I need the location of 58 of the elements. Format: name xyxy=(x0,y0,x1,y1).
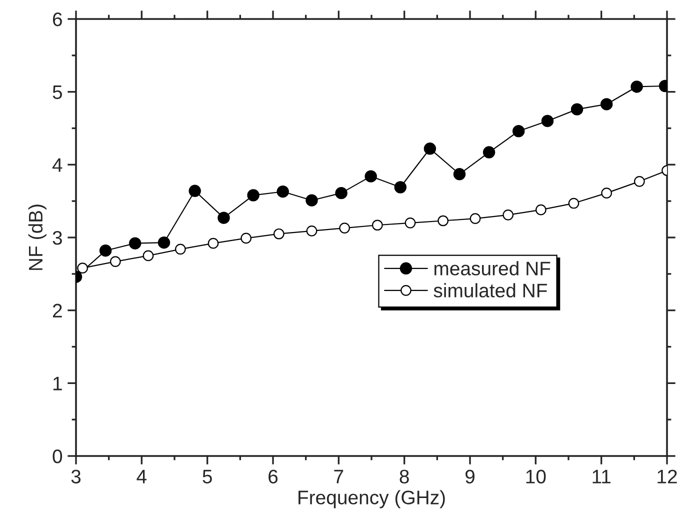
point xyxy=(570,103,584,116)
y-tick-label: 5 xyxy=(52,86,62,100)
y-axis-title: NF (dB) xyxy=(28,204,46,270)
x-tick-label: 6 xyxy=(268,470,278,484)
point xyxy=(306,194,318,206)
point xyxy=(208,238,219,249)
point xyxy=(77,262,88,274)
x-tick-label: 7 xyxy=(334,470,344,484)
point xyxy=(128,237,142,250)
point xyxy=(273,228,284,240)
x-tick-label: 11 xyxy=(592,470,610,484)
point xyxy=(502,210,514,220)
point xyxy=(276,186,289,198)
point xyxy=(218,212,230,224)
point xyxy=(634,176,645,187)
point xyxy=(364,170,377,182)
point xyxy=(438,215,448,226)
point xyxy=(158,236,170,249)
y-tick-label: 2 xyxy=(52,304,62,318)
x-tick-label: 3 xyxy=(71,470,81,484)
point xyxy=(339,222,350,234)
point xyxy=(512,125,525,138)
y-tick-label: 3 xyxy=(52,230,62,245)
point xyxy=(404,218,416,228)
point xyxy=(306,226,318,236)
point xyxy=(424,142,436,155)
point xyxy=(99,244,112,257)
point xyxy=(188,184,201,197)
point xyxy=(335,186,348,200)
x-tick-label: 9 xyxy=(466,470,474,484)
point xyxy=(174,244,186,255)
point xyxy=(394,181,407,194)
point xyxy=(541,114,554,128)
point xyxy=(600,98,613,110)
point xyxy=(142,250,154,262)
point xyxy=(110,256,121,267)
point xyxy=(601,188,612,198)
point xyxy=(247,189,260,202)
point xyxy=(568,198,580,209)
point xyxy=(470,213,481,224)
point xyxy=(630,80,643,93)
x-tick-label: 5 xyxy=(202,470,212,484)
x-tick-label: 4 xyxy=(136,470,147,484)
x-tick-label: 12 xyxy=(658,470,677,484)
y-tick-label: 4 xyxy=(52,158,62,172)
legend-label: simulated NF xyxy=(434,283,547,298)
point xyxy=(240,232,252,244)
x-axis-title: Frequency (GHz) xyxy=(298,490,445,508)
x-tick-label: 10 xyxy=(526,470,546,484)
point xyxy=(482,146,496,158)
y-tick-label: 0 xyxy=(52,449,62,464)
y-tick-label: 1 xyxy=(53,376,62,390)
x-tick-label: 8 xyxy=(400,470,409,484)
y-tick-label: 6 xyxy=(52,12,62,26)
point xyxy=(536,204,546,216)
point xyxy=(453,168,466,180)
legend-label: measured NF xyxy=(434,261,550,276)
point xyxy=(372,220,383,231)
